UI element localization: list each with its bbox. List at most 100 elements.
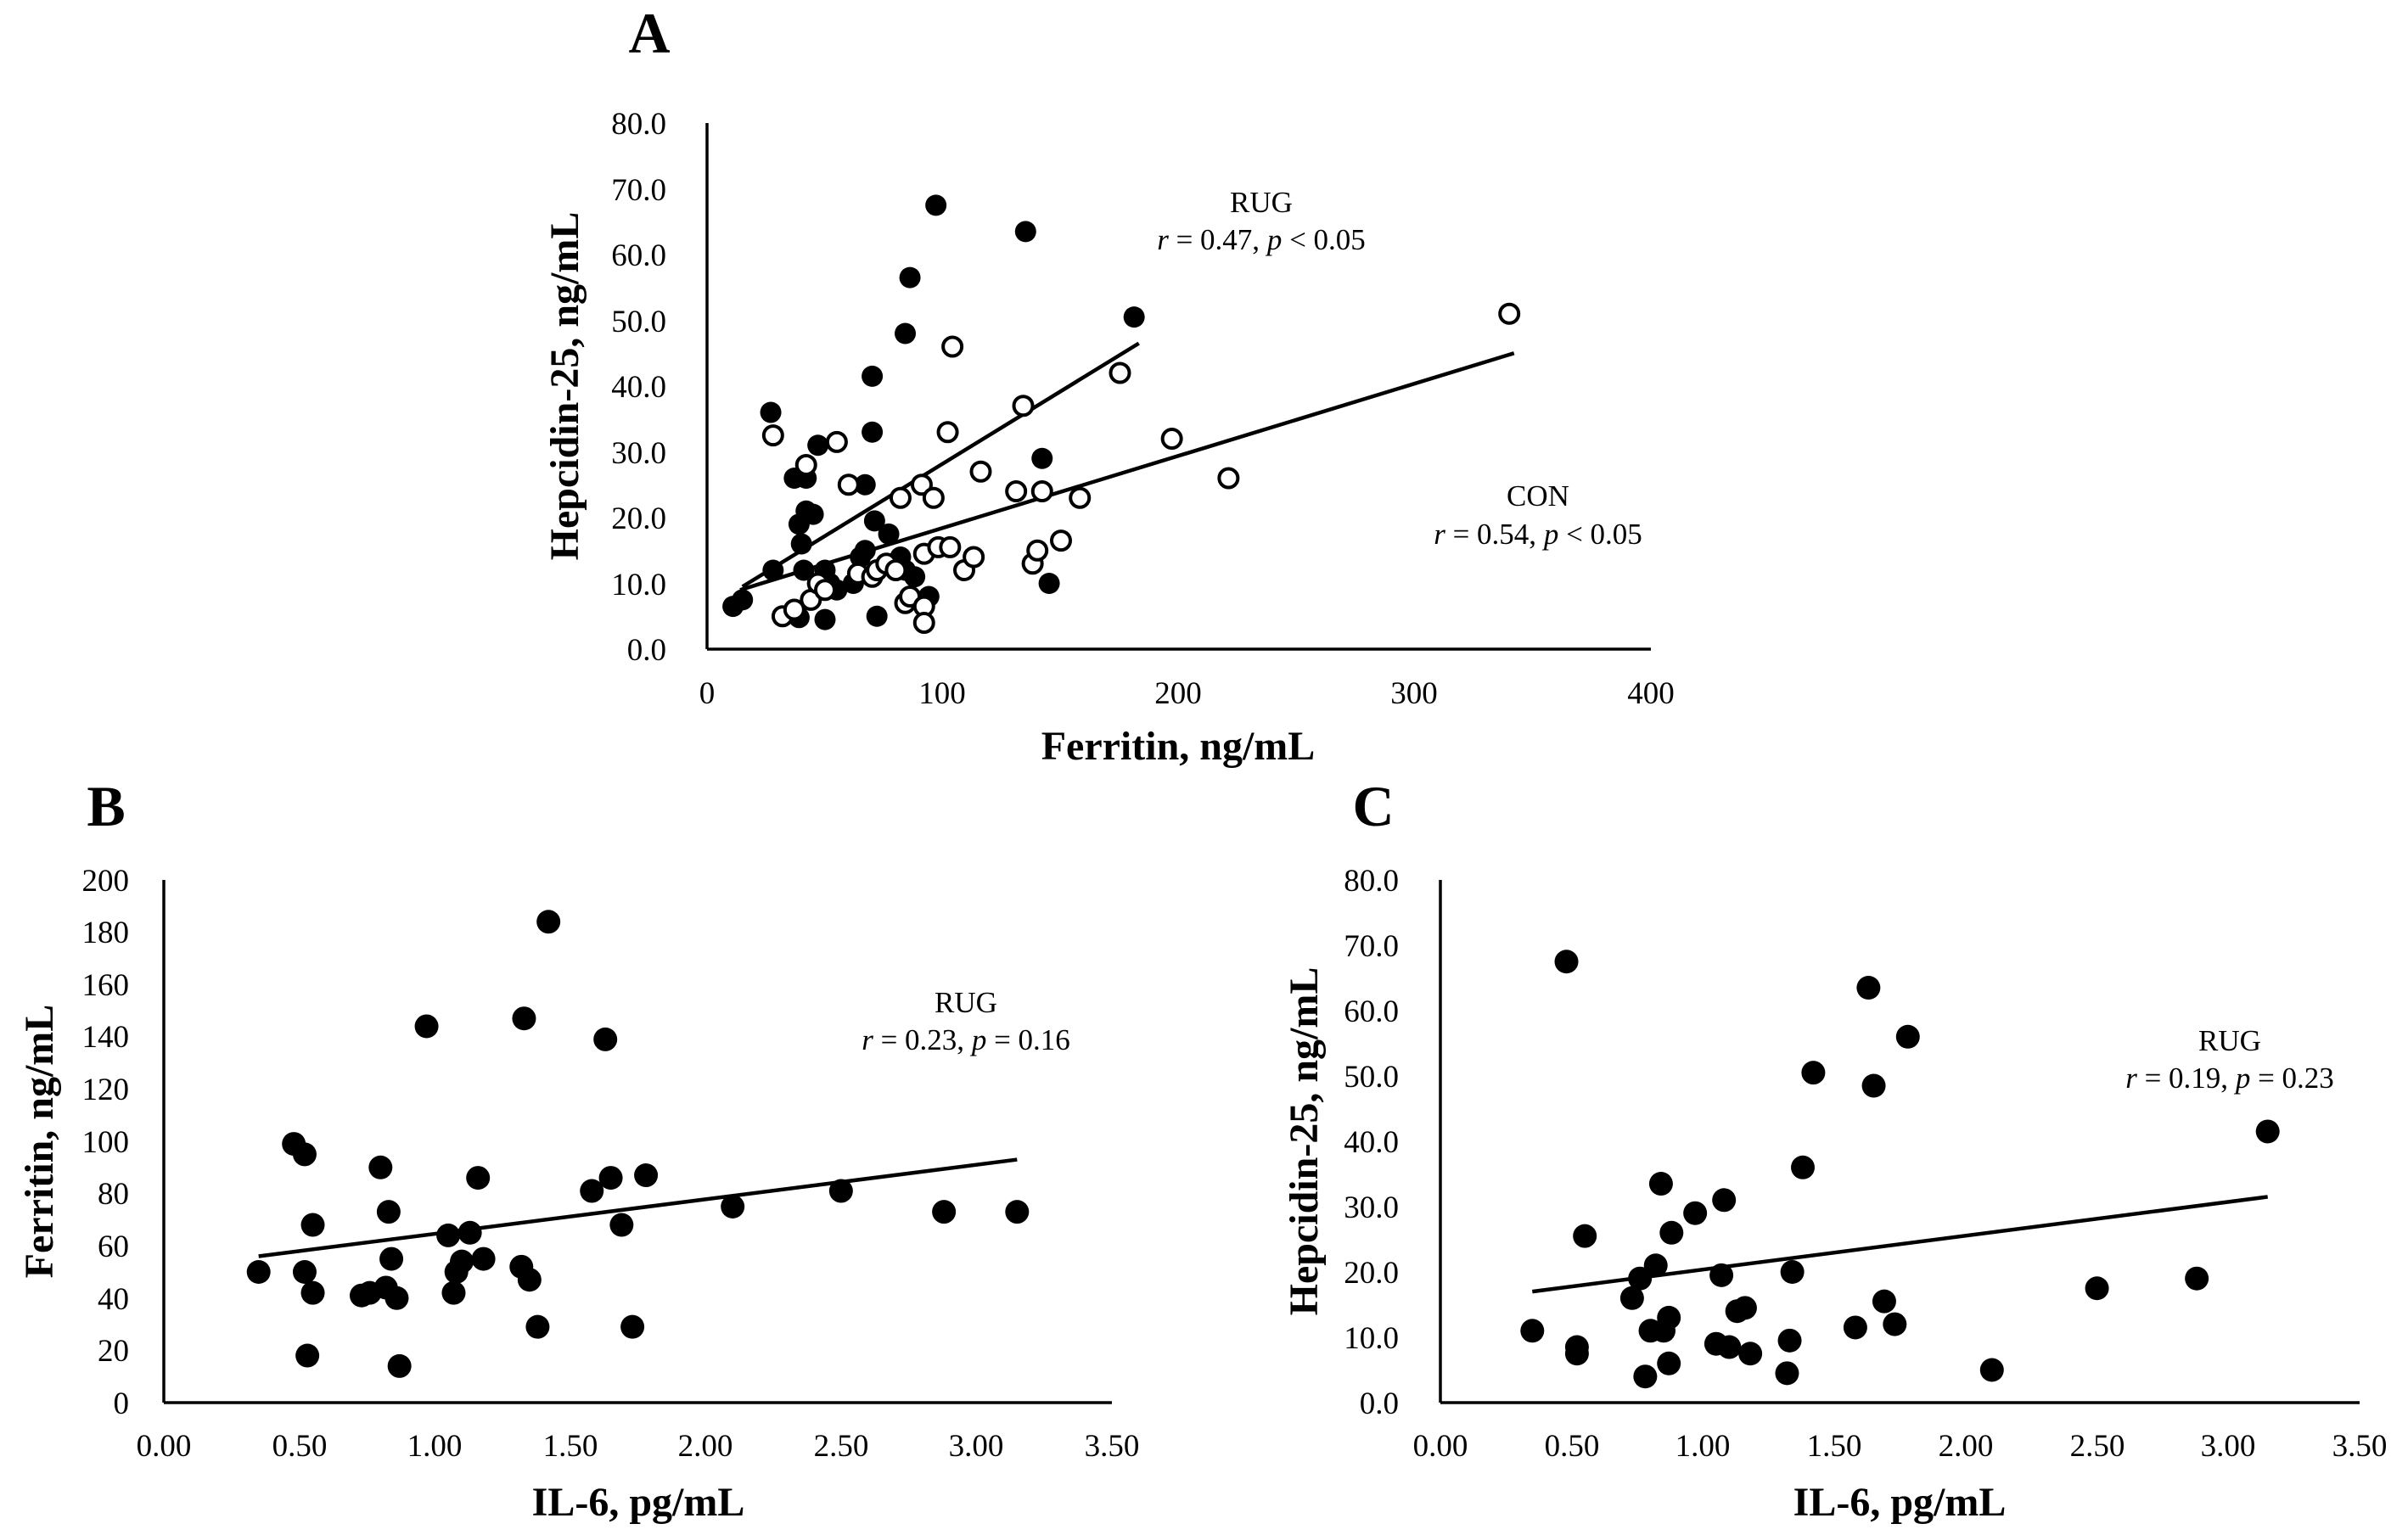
rug-data-point — [854, 540, 876, 562]
rug-data-point — [814, 608, 836, 630]
rug-data-point — [414, 1014, 439, 1039]
x-tick-label: 0.50 — [1545, 1429, 1600, 1464]
stat-r-value: = 0.47, — [1169, 223, 1267, 256]
rug-data-point — [384, 1286, 409, 1310]
rug-data-point — [1717, 1335, 1742, 1359]
x-tick-label: 0.00 — [137, 1429, 192, 1464]
y-tick-label: 10.0 — [1344, 1321, 1399, 1356]
y-tick-label: 30.0 — [1344, 1190, 1399, 1225]
rug-data-point — [1123, 306, 1145, 328]
panel-a-y-axis-title: Hepcidin-25, ng/mL — [542, 212, 587, 561]
rug-data-point — [1861, 1073, 1886, 1098]
rug-data-point — [295, 1343, 320, 1368]
y-tick-label: 140 — [82, 1020, 130, 1055]
rug-data-point — [517, 1268, 542, 1292]
stat-p-value: = 0.16 — [986, 1023, 1070, 1056]
con-data-point — [1030, 480, 1053, 502]
rug-data-point — [525, 1314, 550, 1339]
y-tick-label: 20.0 — [1344, 1256, 1399, 1291]
rug-data-point — [2255, 1119, 2280, 1144]
rug-data-point — [1038, 573, 1060, 594]
rug-data-point — [1683, 1201, 1708, 1225]
con-data-point — [939, 535, 962, 558]
rug-data-point — [1005, 1200, 1030, 1224]
rug-data-point — [721, 1195, 745, 1218]
rug-data-point — [1520, 1319, 1545, 1343]
panel-b-marks — [246, 910, 1030, 1378]
x-tick-label: 3.00 — [2201, 1429, 2256, 1464]
con-data-point — [936, 421, 959, 444]
rug-data-point — [1883, 1312, 1907, 1336]
y-tick-label: 30.0 — [611, 436, 666, 471]
rug-data-point — [300, 1280, 325, 1305]
x-tick-label: 400 — [1627, 676, 1675, 711]
rug-data-point — [862, 421, 884, 443]
stat-p-value: = 0.23 — [2250, 1062, 2334, 1095]
x-tick-label: 3.00 — [949, 1429, 1004, 1464]
rug-data-point — [1564, 1342, 1589, 1366]
y-tick-label: 60 — [98, 1230, 129, 1264]
rug-data-point — [246, 1260, 271, 1284]
rug-data-point — [793, 559, 815, 581]
y-tick-label: 180 — [82, 916, 130, 950]
rug-data-point — [807, 434, 829, 457]
y-tick-label: 200 — [82, 864, 130, 899]
annotation-stats: r = 0.19, p = 0.23 — [2125, 1062, 2334, 1095]
con-data-point — [889, 486, 912, 509]
rug-data-point — [1659, 1220, 1684, 1245]
rug-data-point — [1801, 1061, 1826, 1085]
con-data-point — [1217, 467, 1240, 490]
con-data-point — [761, 424, 784, 447]
y-tick-label: 40 — [98, 1282, 129, 1317]
con-data-point — [1050, 529, 1072, 552]
stat-p-value: < 0.05 — [1282, 223, 1366, 256]
y-tick-label: 70.0 — [1344, 929, 1399, 964]
rug-data-point — [932, 1200, 957, 1224]
rug-data-point — [471, 1246, 496, 1271]
con-data-point — [1498, 302, 1521, 325]
y-tick-label: 100 — [82, 1125, 130, 1160]
rug-data-point — [2085, 1276, 2109, 1301]
con-data-point — [941, 335, 964, 358]
panel-a: A 0.0 10.0 20.0 30.0 40.0 50.0 60.0 70.0… — [542, 1, 1675, 769]
rug-data-point — [1628, 1266, 1653, 1291]
rug-data-point — [450, 1249, 474, 1274]
y-tick-label: 40.0 — [1344, 1125, 1399, 1160]
rug-data-point — [854, 473, 876, 496]
rug-data-point — [598, 1166, 623, 1190]
rug-data-point — [899, 266, 921, 289]
rug-data-point — [895, 322, 917, 345]
rug-data-point — [1775, 1361, 1799, 1386]
rug-data-point — [620, 1314, 645, 1339]
x-tick-label: 1.00 — [407, 1429, 463, 1464]
rug-data-point — [1856, 976, 1881, 1000]
con-data-point — [1160, 428, 1183, 450]
rug-trendline — [258, 1157, 1018, 1258]
x-tick-label: 200 — [1154, 676, 1202, 711]
y-tick-label: 50.0 — [611, 305, 666, 339]
con-data-point — [963, 546, 985, 569]
y-tick-label: 70.0 — [611, 173, 666, 208]
x-tick-label: 1.50 — [543, 1429, 598, 1464]
rug-data-point — [436, 1223, 461, 1247]
rug-data-point — [1777, 1328, 1802, 1353]
y-tick-label: 20.0 — [611, 501, 666, 536]
panel-c-y-tick-labels: 0.0 10.0 20.0 30.0 40.0 50.0 60.0 70.0 8… — [1344, 864, 1399, 1421]
panel-c-y-axis-title: Hepcidin-25, ng/mL — [1282, 967, 1327, 1316]
x-tick-label: 2.00 — [678, 1429, 733, 1464]
rug-data-point — [593, 1027, 618, 1051]
y-tick-label: 80.0 — [611, 107, 666, 142]
con-data-point — [1026, 539, 1049, 562]
rug-data-point — [1738, 1342, 1763, 1366]
panel-b: B 0 20 40 60 80 100 120 140 160 180 200 … — [17, 774, 1139, 1525]
stat-p-symbol: p — [969, 1023, 987, 1056]
annotation-stats: r = 0.23, p = 0.16 — [862, 1023, 1070, 1056]
rug-data-point — [1709, 1263, 1734, 1287]
rug-data-point — [828, 1179, 853, 1203]
rug-data-point — [1895, 1024, 1920, 1049]
panel-b-letter: B — [87, 774, 125, 838]
rug-data-point — [2185, 1266, 2209, 1291]
panel-c-letter: C — [1352, 774, 1394, 838]
panel-a-rug-annotation: RUG r = 0.47, p < 0.05 — [1157, 186, 1366, 256]
